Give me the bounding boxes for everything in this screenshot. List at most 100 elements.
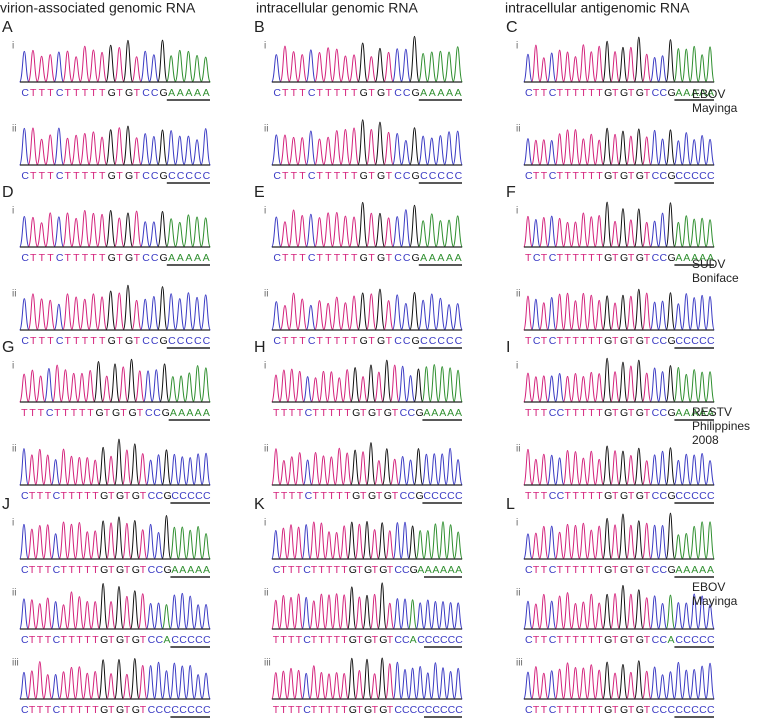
trace-peak [201, 672, 211, 700]
trace-peak [354, 596, 365, 630]
trace-peak [578, 601, 589, 630]
trace-peak [417, 135, 429, 166]
trace-peak [340, 302, 351, 331]
trace-peak [673, 366, 684, 403]
trace-peak [302, 376, 313, 403]
trace-peak [200, 217, 211, 248]
trace-peak [52, 364, 63, 403]
trace-peak [602, 201, 612, 248]
trace-peak [114, 585, 124, 630]
trace-peak [673, 459, 684, 486]
trace-peak [148, 296, 160, 331]
trace-peak [105, 44, 116, 83]
trace-peak [42, 454, 53, 486]
trace-peak [339, 594, 349, 630]
trace-peak [381, 359, 392, 403]
trace-peak [19, 598, 29, 630]
trace-peak [134, 370, 145, 403]
trace-peak [286, 524, 296, 560]
trace-peak [340, 55, 351, 83]
trace-peak [673, 661, 684, 700]
trace-peak [602, 295, 612, 331]
trace-peak [681, 533, 692, 560]
trace-peak [633, 447, 644, 486]
trace-peak [400, 598, 410, 630]
trace-peak [562, 375, 573, 403]
trace-peak [350, 449, 360, 486]
trace-peak [139, 298, 151, 331]
trace-peak [423, 530, 433, 560]
sequence: CTTTCTTTTTGTGTGTCCGAAAAA [21, 564, 210, 576]
trace-peak [385, 530, 395, 560]
trace-peak [27, 528, 37, 560]
trace-peak [316, 671, 327, 700]
trace-peak [27, 454, 37, 486]
trace-peak [96, 213, 108, 248]
trace-peak [114, 658, 124, 700]
trace-peak [98, 446, 108, 486]
trace-peak [305, 130, 317, 166]
trace-peak [122, 212, 134, 248]
trace-peak [594, 214, 605, 248]
row-label: ii [12, 444, 16, 455]
trace-peak [366, 364, 376, 403]
trace-peak [413, 368, 424, 403]
trace-peak [570, 300, 581, 331]
trace-peak [377, 582, 387, 630]
trace-peak [649, 220, 660, 248]
trace-peak [453, 531, 463, 560]
trace-peak [366, 128, 377, 166]
trace-peak [578, 375, 589, 403]
trace-peak [453, 667, 463, 700]
trace-peak [531, 218, 541, 248]
trace-peak [58, 671, 69, 700]
trace-peak [66, 591, 77, 630]
trace-peak [673, 48, 684, 83]
trace-peak [82, 601, 93, 630]
trace-peak [618, 208, 628, 248]
trace-peak [44, 134, 56, 166]
row-label: i [264, 206, 266, 217]
trace-peak [62, 50, 73, 83]
trace-peak [417, 220, 429, 248]
sequence: CTTTCTTTTTGTGTGTCCCCCCCC [21, 704, 211, 716]
trace-peak [42, 597, 53, 630]
trace-peak [19, 298, 30, 331]
trace-peak [602, 593, 612, 630]
trace-peak [88, 293, 99, 331]
trace-peak [649, 129, 660, 166]
trace-peak [122, 595, 132, 630]
trace-peak [374, 212, 386, 248]
trace-peak [169, 453, 180, 486]
row-label: i [12, 206, 14, 217]
trace-peak [562, 592, 573, 630]
trace-peak [200, 128, 211, 166]
trace-peak [554, 457, 565, 486]
trace-peak [586, 216, 597, 248]
trace-peak [334, 447, 345, 486]
row-label: i [12, 361, 14, 372]
trace-peak [348, 295, 360, 331]
trace-peak [98, 520, 108, 560]
row-label: i [12, 41, 14, 52]
trace-peak [437, 453, 448, 486]
panel-letter: G [2, 339, 14, 356]
sequence: CT T T CT T T T T GT GT CCGA A A A A [21, 87, 209, 99]
trace-peak [174, 221, 186, 248]
trace-peak [348, 54, 360, 83]
trace-peak [523, 372, 533, 403]
trace-peak [409, 291, 420, 331]
trace-peak [62, 212, 73, 248]
trace-peak [44, 54, 56, 83]
trace-peak [74, 666, 85, 700]
trace-peak [407, 525, 418, 560]
trace-peak [131, 299, 142, 331]
trace-peak [34, 525, 45, 560]
trace-peak [137, 529, 148, 560]
trace-peak [293, 669, 304, 700]
trace-peak [430, 662, 441, 700]
trace-peak [681, 373, 692, 403]
trace-peak [310, 377, 321, 403]
trace-peak [354, 523, 365, 560]
